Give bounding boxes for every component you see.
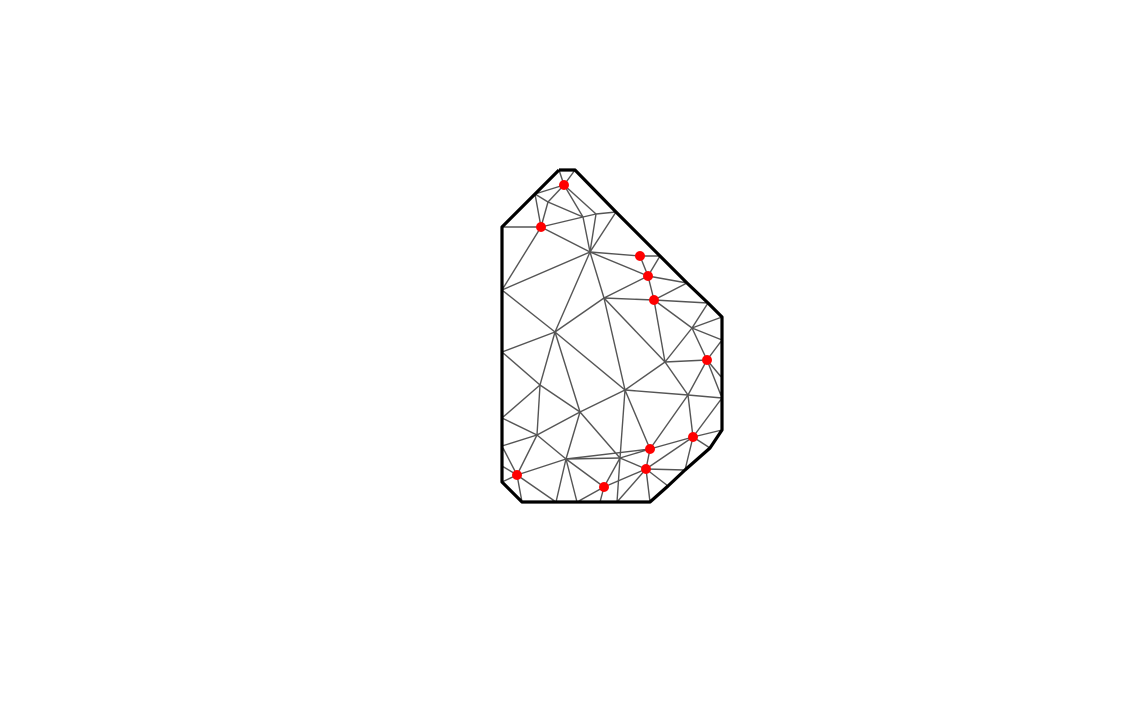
mesh-edge — [501, 384, 541, 419]
seed-point — [559, 180, 569, 190]
mesh-edge — [547, 201, 584, 218]
mesh-edge — [645, 436, 694, 470]
seed-point — [645, 444, 655, 454]
mesh-edge — [664, 359, 708, 363]
mesh-edge — [619, 389, 626, 459]
seed-point — [536, 222, 546, 232]
seed-point — [643, 271, 653, 281]
mesh-edge — [603, 297, 655, 301]
seed-point — [649, 295, 659, 305]
mesh-edge — [563, 184, 597, 215]
mesh-edge — [647, 275, 688, 284]
mesh-edge — [603, 297, 666, 363]
mesh-edge — [501, 226, 542, 291]
mesh-edge — [645, 468, 686, 471]
mesh-edge — [554, 331, 581, 413]
mesh-edge — [516, 474, 557, 503]
mesh-edge — [624, 361, 666, 391]
mesh-edge — [653, 299, 709, 304]
mesh-edge — [691, 302, 709, 329]
seed-points — [512, 180, 712, 492]
mesh-edge — [589, 213, 597, 253]
mesh-edge — [501, 251, 591, 291]
mesh-edge — [516, 434, 538, 476]
mesh-edge — [589, 251, 649, 277]
mesh-edge — [684, 436, 694, 471]
mesh-edge — [536, 384, 541, 436]
seed-point — [635, 251, 645, 261]
mesh-edge — [554, 331, 626, 391]
mesh-edge — [624, 389, 651, 450]
mesh-edge — [687, 394, 694, 438]
boundary-outline — [500, 168, 724, 504]
mesh-edge — [589, 211, 617, 253]
mesh-edge — [603, 468, 647, 488]
mesh-edge — [691, 327, 723, 341]
mesh-edge — [565, 448, 651, 460]
mesh-edge — [616, 468, 647, 503]
mesh-edge — [534, 193, 542, 228]
mesh-edge — [616, 457, 621, 503]
seed-point — [641, 464, 651, 474]
mesh-edge — [563, 184, 584, 218]
mesh-edge — [653, 282, 688, 301]
mesh-edge — [576, 486, 605, 503]
mesh-edge — [565, 458, 578, 503]
mesh-edge — [589, 251, 605, 299]
mesh-edge — [540, 216, 584, 228]
seed-point — [512, 470, 522, 480]
mesh-edge — [554, 297, 605, 333]
mesh-edge — [554, 251, 591, 333]
mesh-edge — [565, 458, 605, 488]
mesh-edge — [534, 184, 565, 195]
mesh-edge — [664, 361, 689, 396]
mesh-edge — [539, 384, 581, 413]
mesh-edge — [653, 299, 666, 363]
mesh-edge — [534, 193, 549, 203]
mesh-edge — [582, 216, 591, 253]
mesh-edge — [649, 436, 694, 450]
mesh-edge — [540, 226, 591, 253]
mesh-edge — [692, 397, 723, 438]
mesh-edge — [691, 327, 708, 361]
mesh-edge — [603, 275, 649, 299]
seed-point — [688, 432, 698, 442]
mesh-edge — [579, 389, 626, 413]
seed-point — [702, 355, 712, 365]
seed-point — [599, 482, 609, 492]
mesh-edge — [664, 327, 693, 363]
mesh-edge — [579, 411, 621, 459]
mesh-edge — [706, 359, 723, 399]
mesh-edge — [649, 394, 689, 450]
mesh-edge — [501, 417, 538, 436]
mesh-edge — [536, 434, 567, 460]
mesh-edge — [555, 458, 567, 503]
mesh-edge — [687, 359, 708, 396]
mesh-edge — [565, 411, 581, 460]
mesh-edge — [565, 457, 621, 460]
mesh-edge — [539, 331, 556, 386]
mesh-edge — [619, 448, 651, 459]
mesh-edge — [501, 434, 538, 447]
mesh-edge — [653, 299, 693, 329]
polygon-boundary — [500, 168, 724, 504]
mesh-edge — [582, 213, 597, 218]
mesh-edge — [589, 251, 641, 257]
mesh-edge — [501, 445, 518, 476]
mesh-edge — [501, 331, 556, 353]
mesh-edge — [516, 458, 567, 476]
mesh-edge — [501, 351, 541, 386]
mesh-edge — [624, 389, 689, 396]
mesh-edge — [536, 411, 581, 436]
mesh-edge — [501, 289, 556, 333]
mesh-edge — [687, 394, 723, 399]
mesh-edge — [603, 297, 626, 391]
mesh-edge — [645, 468, 651, 503]
mesh-edge — [691, 316, 723, 329]
mesh-edge — [603, 457, 621, 488]
mesh-edge — [595, 211, 617, 215]
